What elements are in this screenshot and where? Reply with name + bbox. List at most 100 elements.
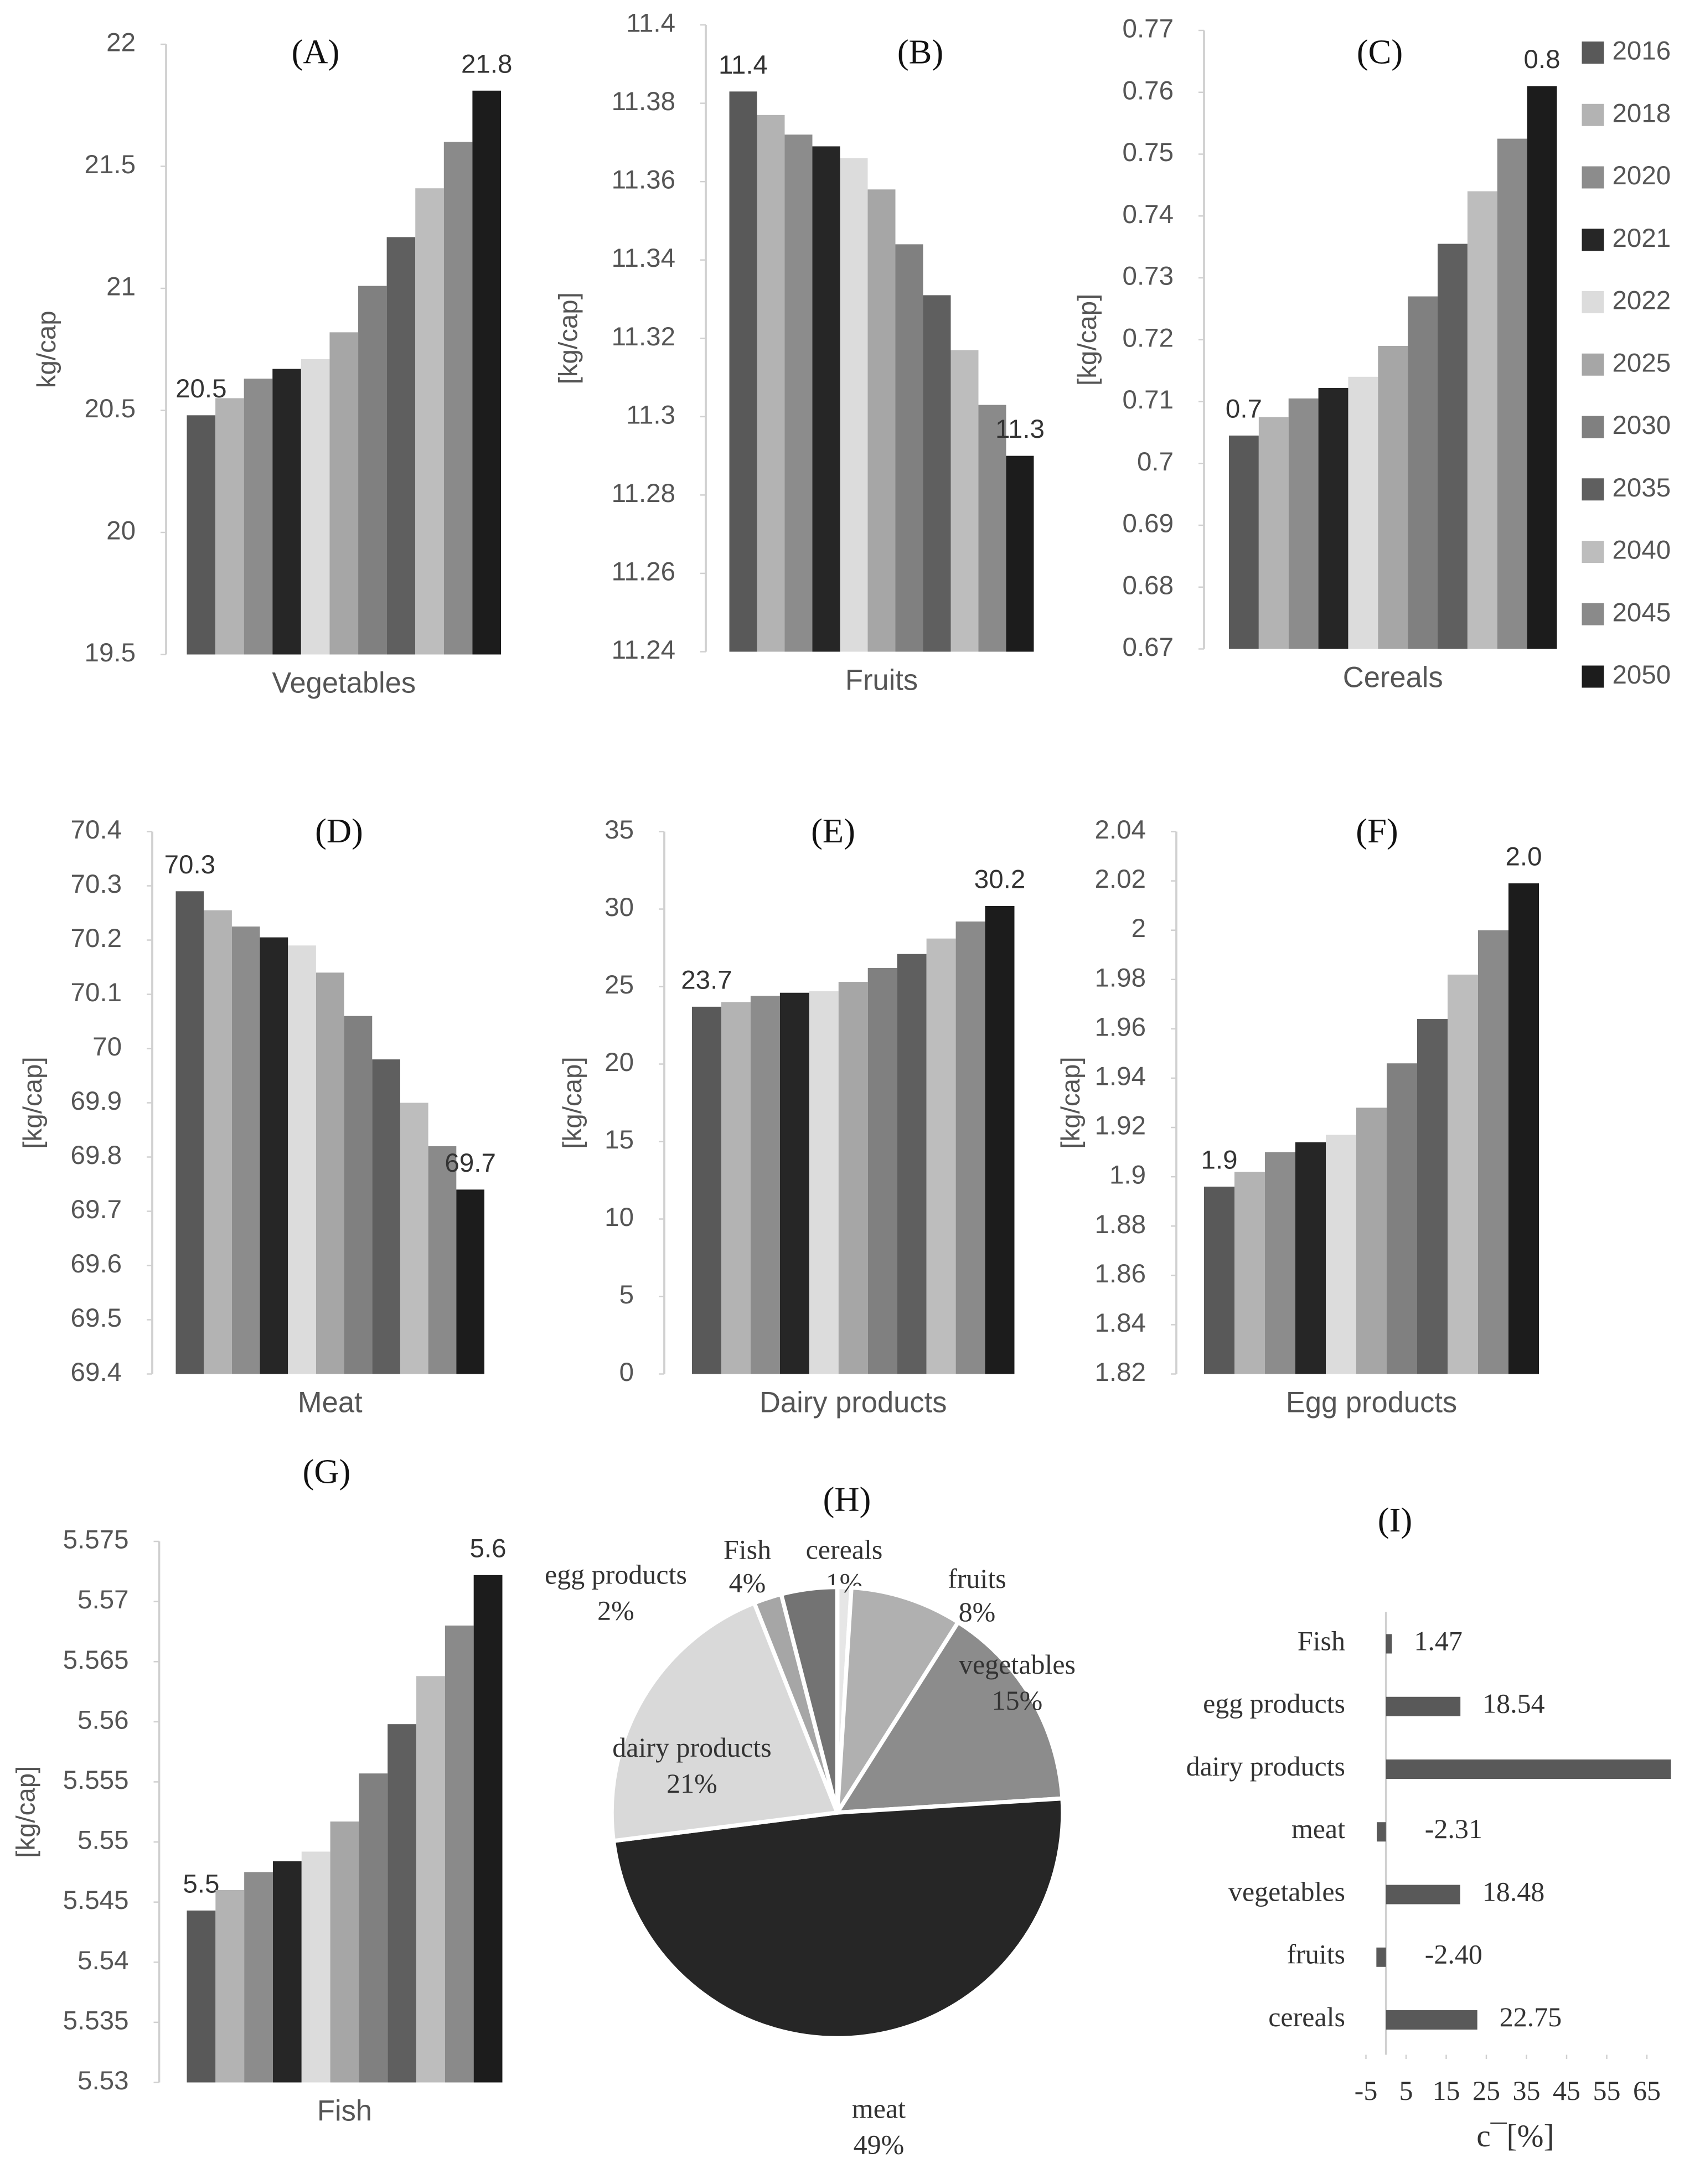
slice-label: dairy products — [612, 1732, 771, 1763]
y-tick-label: 2.04 — [1095, 815, 1146, 845]
y-tick-label: 69.8 — [71, 1141, 122, 1170]
y-tick-label: 1.82 — [1095, 1358, 1146, 1387]
bar — [1006, 456, 1034, 652]
bar — [1378, 345, 1408, 649]
x-tick-label: 55 — [1593, 2075, 1621, 2106]
y-tick-label: 21 — [106, 272, 136, 302]
slice-value-label: 49% — [854, 2129, 905, 2160]
bar — [443, 142, 473, 655]
y-tick-label: 0.77 — [1123, 14, 1174, 44]
y-tick-label: 5.53 — [78, 2066, 128, 2095]
bar — [867, 189, 896, 652]
chart-title: (G) — [303, 1452, 351, 1490]
y-tick-label: vegetables — [1228, 1876, 1345, 1907]
data-label: 2.0 — [1505, 842, 1542, 872]
y-tick-label: 22 — [106, 28, 136, 58]
x-tick-label: Cereals — [1343, 661, 1443, 694]
y-tick-label: 35 — [604, 815, 634, 845]
slice-label: cereals — [806, 1534, 883, 1565]
y-axis-label: [kg/cap] — [1056, 1057, 1086, 1148]
bar — [204, 910, 232, 1374]
data-label: 69.7 — [445, 1148, 495, 1178]
bar — [215, 1890, 245, 2083]
bar — [1288, 398, 1319, 649]
pie-slice — [833, 1619, 1065, 1815]
bar — [1229, 435, 1259, 649]
bar — [1478, 930, 1508, 1374]
slice-label: Fish — [724, 1534, 771, 1565]
bar — [372, 1059, 400, 1374]
bar — [1258, 417, 1289, 649]
bar — [838, 982, 868, 1374]
legend-label: 2030 — [1613, 411, 1671, 440]
bar — [1386, 2010, 1477, 2030]
y-tick-label: 11.4 — [626, 9, 675, 38]
bar — [1527, 86, 1557, 649]
bar — [985, 905, 1015, 1374]
bar — [215, 398, 244, 655]
x-tick-label: Meat — [298, 1386, 363, 1419]
bar — [750, 996, 780, 1374]
data-label: 1.47 — [1414, 1625, 1462, 1656]
y-tick-label: 5.545 — [63, 1886, 129, 1915]
y-tick-label: 0.7 — [1137, 447, 1174, 477]
slice-value-label: 15% — [992, 1685, 1043, 1716]
y-tick-label: 30 — [604, 893, 634, 922]
y-tick-label: 5 — [619, 1280, 634, 1310]
y-tick-label: 10 — [604, 1203, 634, 1232]
y-tick-label: 11.32 — [612, 322, 675, 351]
y-tick-label: 11.38 — [612, 87, 675, 116]
bar — [260, 937, 288, 1374]
bar — [1448, 974, 1478, 1374]
data-label: -2.40 — [1425, 1939, 1482, 1970]
slice-label: egg products — [545, 1559, 687, 1590]
data-label: -2.31 — [1425, 1813, 1482, 1844]
bar — [456, 1189, 484, 1374]
bar — [1295, 1142, 1326, 1374]
y-tick-label: 2 — [1132, 914, 1146, 943]
pie-slice — [778, 1585, 840, 1813]
y-tick-label: 70 — [92, 1032, 122, 1062]
bar — [1408, 296, 1438, 649]
bar — [897, 954, 927, 1374]
y-tick-label: 11.34 — [612, 244, 675, 273]
slice-label: meat — [852, 2093, 906, 2124]
bar — [1204, 1186, 1234, 1374]
x-tick-label: Dairy products — [760, 1386, 947, 1419]
data-label: 30.2 — [974, 865, 1025, 894]
y-tick-label: 5.565 — [63, 1645, 129, 1675]
bar — [175, 891, 204, 1374]
legend-label: 2035 — [1613, 473, 1671, 503]
slice-value-label: 4% — [729, 1567, 766, 1598]
data-label: 11.3 — [995, 415, 1045, 444]
y-tick-label: 0.73 — [1123, 262, 1174, 291]
data-label: 0.8 — [1524, 45, 1561, 74]
bar — [329, 332, 359, 655]
bar — [1497, 138, 1527, 649]
bar — [272, 369, 301, 655]
y-tick-label: 20 — [604, 1048, 634, 1077]
y-tick-label: cereals — [1268, 2001, 1345, 2032]
x-tick-label: 35 — [1513, 2075, 1541, 2106]
bar — [428, 1146, 457, 1374]
x-tick-label: 15 — [1433, 2075, 1460, 2106]
legend-label: 2025 — [1613, 348, 1671, 377]
y-tick-label: fruits — [1286, 1939, 1345, 1970]
bar — [1376, 1947, 1386, 1967]
legend-label: 2045 — [1613, 598, 1671, 627]
bar — [923, 295, 951, 652]
bar — [301, 359, 330, 655]
bar — [784, 134, 813, 652]
legend-swatch — [1582, 229, 1604, 251]
y-tick-label: 69.7 — [71, 1195, 122, 1224]
y-tick-label: 1.88 — [1095, 1210, 1146, 1239]
bar — [187, 415, 216, 655]
legend-label: 2050 — [1613, 660, 1671, 690]
x-tick-label: 5 — [1399, 2075, 1413, 2106]
y-tick-label: 11.24 — [612, 635, 675, 665]
y-tick-label: 0.69 — [1123, 509, 1174, 539]
pie-slice — [609, 1600, 840, 1844]
y-tick-label: 0.72 — [1123, 323, 1174, 353]
